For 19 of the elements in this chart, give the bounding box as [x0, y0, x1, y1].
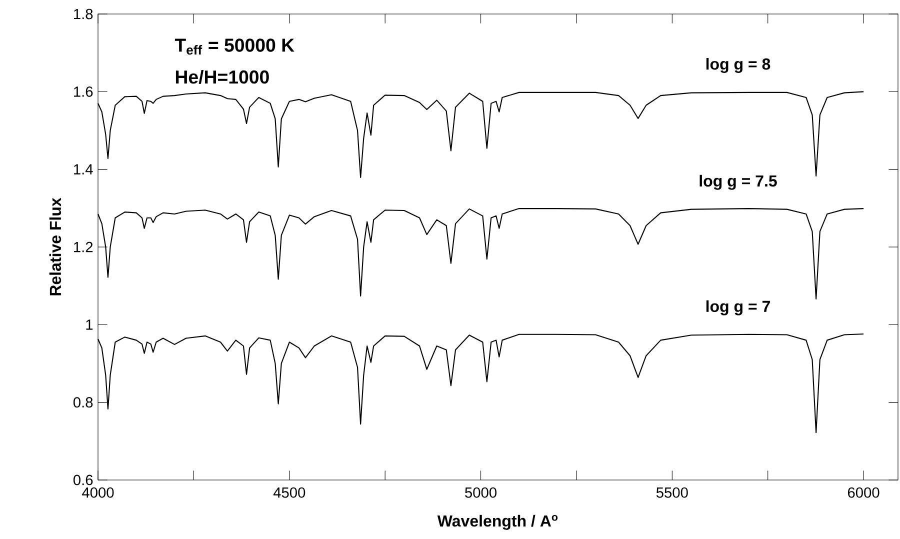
annotation: He/H=1000	[176, 70, 269, 84]
annotation: T$_{eff}$ = 50000 K	[174, 38, 294, 55]
y-tick-label: 1	[86, 320, 93, 330]
y-tick-label: 0.6	[73, 474, 93, 486]
series-label: log g = 7	[706, 300, 770, 316]
x-tick-label: 5000	[465, 487, 496, 498]
x-tick-label: 4000	[82, 487, 114, 498]
y-axis-title: Relative Flux	[49, 198, 62, 296]
series-label: log g = 8	[706, 58, 770, 73]
x-tick-label: 6000	[848, 487, 880, 498]
y-tick-label: 1.4	[74, 164, 93, 174]
y-tick-label: 1.6	[74, 86, 93, 97]
x-tick-label: 5500	[656, 487, 688, 498]
y-tick-label: 0.8	[73, 397, 93, 408]
y-tick-label: 1.8	[74, 8, 93, 20]
x-axis-title: Wavelength / A$^{o}$	[437, 514, 558, 530]
y-tick-label: 1.2	[74, 242, 93, 252]
x-tick-label: 4500	[273, 487, 306, 498]
series-label: log g = 7.5	[700, 174, 777, 190]
